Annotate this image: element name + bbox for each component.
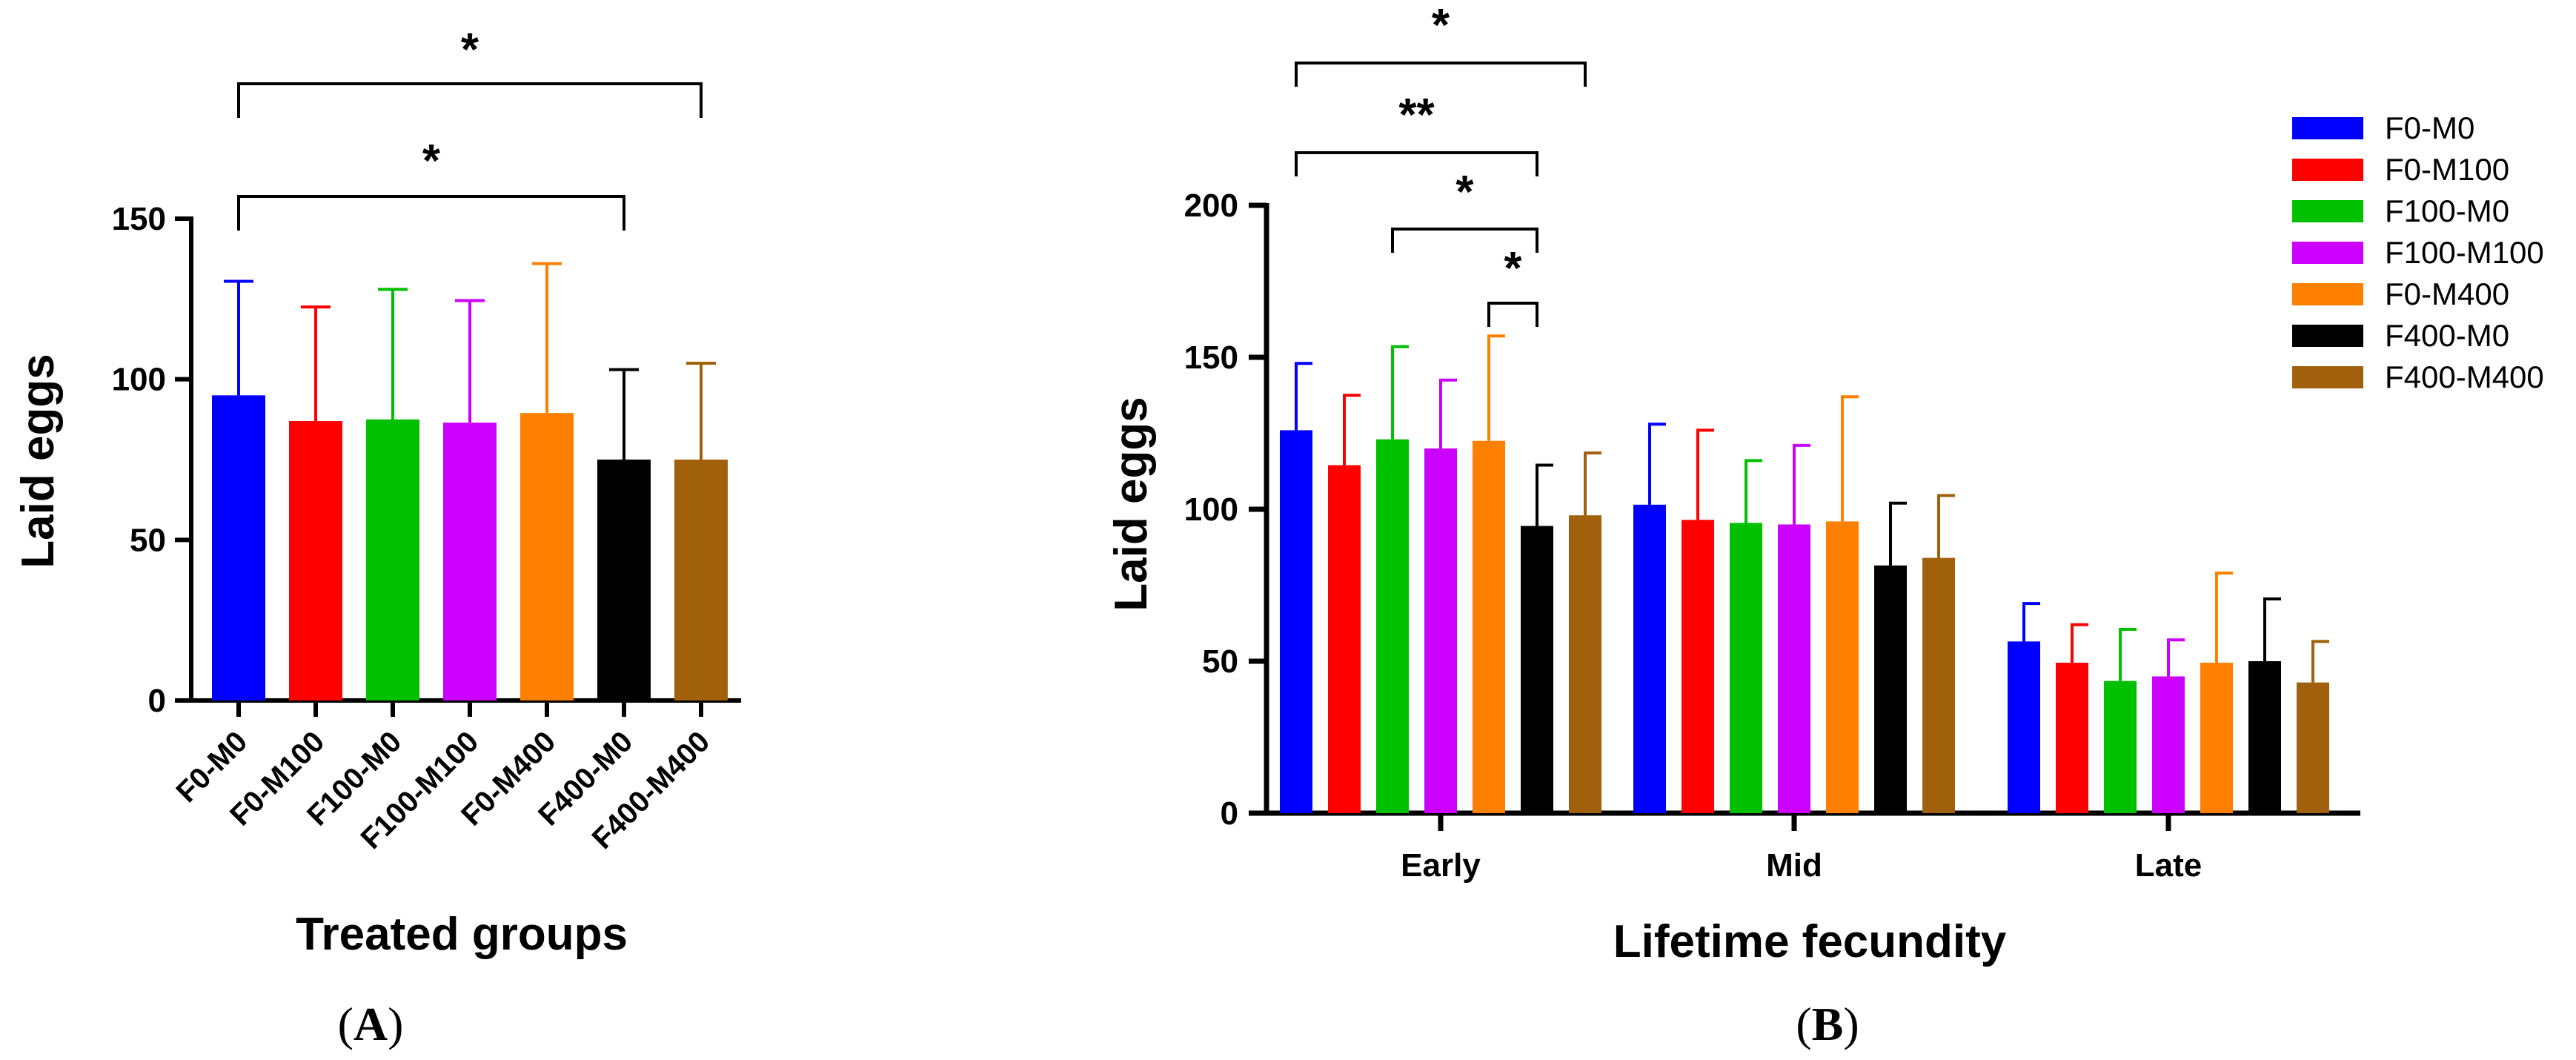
panel-b-significance-label: **	[1398, 90, 1435, 141]
panel-a-label: (A)	[338, 998, 404, 1050]
legend-label: F0-M0	[2385, 110, 2474, 145]
legend-label: F400-M0	[2385, 318, 2509, 353]
panel-b-bar	[1682, 520, 1714, 813]
panel-b-bar	[2297, 682, 2329, 813]
panel-b-significance-label: *	[1455, 167, 1474, 218]
panel-b-bar	[1730, 523, 1762, 813]
panel-b-x-tick-label: Early	[1401, 847, 1481, 884]
panel-b-y-tick-label: 200	[1184, 188, 1238, 224]
panel-b-significance-label: *	[1432, 0, 1450, 51]
legend-swatch	[2292, 283, 2363, 305]
panel-a-significance-label: *	[422, 136, 441, 187]
panel-a-y-tick-label: 150	[112, 201, 166, 237]
panel-a-x-axis-title: Treated groups	[296, 909, 628, 960]
legend-swatch	[2292, 117, 2363, 139]
panel-b-bar	[1633, 504, 1666, 813]
panel-b-x-tick-label: Mid	[1766, 847, 1822, 884]
panel-b-legend: F0-M0 F0-M100 F100-M0 F100-M100 F0-M400 F400-…	[2292, 110, 2544, 394]
panel-b-bar	[1778, 524, 1810, 813]
panel-b-bar	[1874, 565, 1907, 813]
panel-b-bar	[2248, 661, 2281, 813]
legend-swatch	[2292, 200, 2363, 222]
legend-label: F100-M100	[2385, 235, 2544, 270]
panel-a-y-axis-title: Laid eggs	[13, 354, 64, 568]
panel-a-y-tick-label: 50	[130, 522, 166, 558]
panel-b-bar	[1280, 430, 1312, 813]
panel-b-label-letter: B	[1812, 998, 1844, 1050]
panel-b-bar	[2200, 663, 2233, 813]
panel-b-significance-bracket	[1391, 228, 1538, 253]
panel-b-y-tick-label: 0	[1221, 795, 1238, 832]
panel-b-bar	[1922, 557, 1955, 813]
legend-label: F400-M400	[2385, 360, 2544, 394]
legend-swatch	[2292, 159, 2363, 181]
panel-b-significance-label: *	[1504, 243, 1522, 294]
panel-a-label-letter: A	[353, 998, 388, 1050]
panel-b-bar	[2056, 663, 2088, 813]
panel-a-bar	[366, 419, 419, 700]
panel-b-bar	[1569, 515, 1601, 813]
legend-label: F0-M100	[2385, 152, 2509, 187]
legend-swatch	[2292, 242, 2363, 264]
panel-a-bar	[289, 421, 342, 700]
panel-b-significance-bracket	[1295, 62, 1587, 87]
legend-label: F0-M400	[2385, 276, 2509, 311]
panel-a-y-tick-label: 0	[148, 683, 166, 719]
panel-b-y-tick-label: 100	[1184, 491, 1238, 528]
legend-swatch	[2292, 366, 2363, 388]
panel-b-bar	[2104, 680, 2137, 813]
panel-a-bar	[212, 395, 265, 700]
panel-b-bar	[1424, 448, 1457, 813]
panel-a-chart: 050100150F0-M0F0-M100F100-M0F100-M100F0-…	[112, 24, 741, 855]
panel-b-y-tick-label: 150	[1184, 339, 1238, 376]
panel-b-label: (B)	[1796, 998, 1859, 1050]
panel-a-significance-label: *	[461, 24, 479, 76]
panel-a-y-tick-label: 100	[112, 362, 166, 398]
panel-a-bar	[520, 413, 574, 700]
legend-label: F100-M0	[2385, 193, 2509, 228]
panel-b-bar	[1328, 465, 1361, 813]
panel-a-bar	[443, 423, 497, 700]
panel-b-x-axis-title: Lifetime fecundity	[1613, 916, 2007, 967]
panel-b-x-tick-label: Late	[2135, 847, 2202, 884]
panel-a-significance-bracket	[237, 195, 625, 231]
panel-b-bar	[2008, 641, 2040, 813]
panel-a-bar	[597, 460, 651, 700]
panel-b-bar	[1826, 521, 1859, 813]
panel-b-y-axis-title: Laid eggs	[1106, 397, 1157, 611]
legend-swatch	[2292, 325, 2363, 347]
panel-b-significance-bracket	[1295, 151, 1538, 176]
panel-a-significance-bracket	[237, 82, 703, 118]
panel-b-significance-bracket	[1487, 302, 1538, 327]
panel-a-bar	[674, 460, 728, 700]
panel-b-bar	[1521, 526, 1553, 813]
panel-b-bar	[2152, 676, 2185, 813]
panel-b-y-tick-label: 50	[1202, 643, 1238, 680]
panel-b-bar	[1376, 439, 1409, 813]
panel-b-bar	[1473, 440, 1505, 813]
